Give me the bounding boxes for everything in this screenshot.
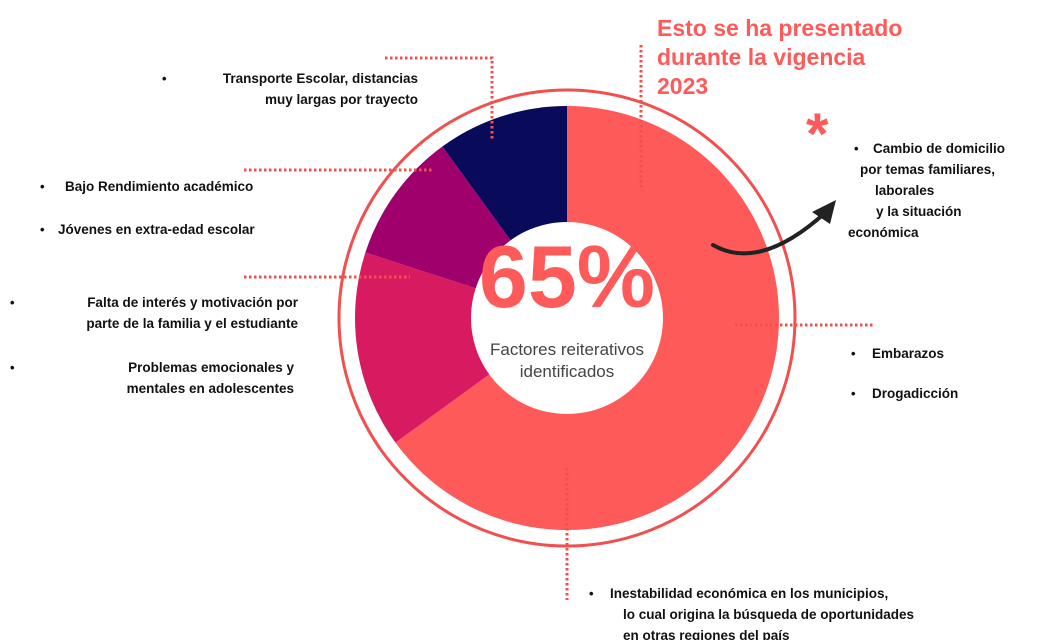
bullet: • [162, 71, 167, 86]
outer-ring [337, 88, 797, 548]
annotation: Falta de interés y motivación por parte d… [86, 292, 298, 334]
annotation-line: parte de la familia y el estudiante [86, 316, 298, 331]
annotation: Jóvenes en extra-edad escolar [58, 219, 255, 240]
header-line: Esto se ha presentado [657, 15, 903, 41]
bullet: • [589, 586, 594, 601]
annotation: Inestabilidad económica en los municipio… [610, 583, 914, 640]
center-value: 65% [479, 227, 655, 326]
annotation: Cambio de domicilio por temas familiares,… [848, 138, 1005, 243]
bullet: • [851, 386, 856, 401]
bullet: • [40, 222, 45, 237]
bullet: • [10, 360, 15, 375]
bullet: • [40, 179, 45, 194]
header: Esto se ha presentado durante la vigencia… [657, 14, 902, 101]
annotation-line: Drogadicción [872, 386, 959, 401]
annotation: Bajo Rendimiento académico [65, 176, 253, 197]
bullet: • [10, 295, 15, 310]
annotation-line: en otras regiones del país [623, 628, 790, 640]
annotation-line: Falta de interés y motivación por [87, 295, 298, 310]
annotation: Problemas emocionales y mentales en adole… [127, 357, 294, 399]
annotation-line: Embarazos [872, 346, 945, 361]
annotation: Drogadicción [872, 383, 958, 404]
arrow-head [812, 200, 836, 224]
header-line: durante la vigencia [657, 44, 866, 70]
annotation-line: Problemas emocionales y [128, 360, 294, 375]
annotation-line: por temas familiares, [860, 162, 996, 177]
header-line: 2023 [657, 73, 709, 99]
center-caption: Factores reiterativos identificados [490, 340, 644, 381]
donut-segment [354, 252, 567, 443]
annotation-line: lo cual origina la búsqueda de oportunid… [623, 607, 915, 622]
donut-hole [471, 222, 663, 414]
annotation-line: muy largas por trayecto [264, 92, 418, 107]
bullet: • [854, 141, 859, 156]
bullet: • [851, 346, 856, 361]
annotation-line: Transporte Escolar, distancias [222, 71, 418, 86]
annotation: Transporte Escolar, distancias muy largas… [223, 68, 418, 110]
annotation-line: Inestabilidad económica en los municipio… [610, 586, 889, 601]
annotation: Embarazos [872, 343, 944, 364]
annotation-line: mentales en adolescentes [126, 381, 294, 396]
arrow [711, 210, 828, 256]
annotation-line: Jóvenes en extra-edad escolar [58, 222, 255, 237]
annotation-line: económica [848, 225, 919, 240]
annotation-line: Bajo Rendimiento académico [65, 179, 254, 194]
annotation-line: y la situación [876, 204, 962, 219]
connectors [244, 45, 873, 600]
asterisk: * [806, 102, 829, 167]
annotation-line: laborales [875, 183, 935, 198]
annotation-line: Cambio de domicilio [873, 141, 1006, 156]
